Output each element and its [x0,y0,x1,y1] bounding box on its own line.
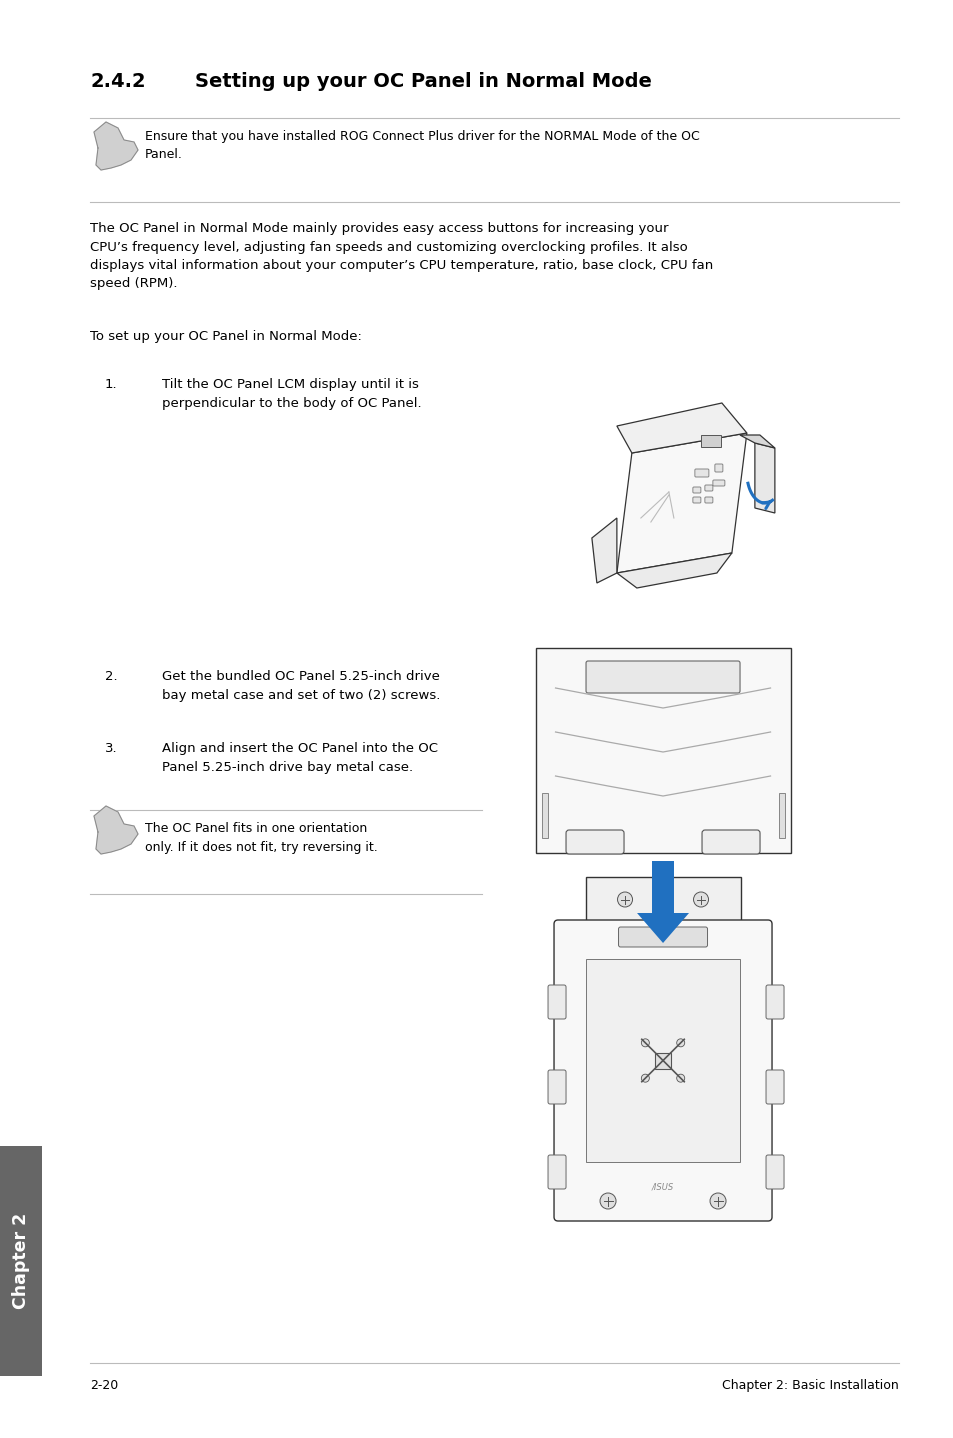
Polygon shape [617,554,731,588]
Polygon shape [651,861,674,913]
FancyBboxPatch shape [585,877,740,922]
Text: Align and insert the OC Panel into the OC
Panel 5.25-inch drive bay metal case.: Align and insert the OC Panel into the O… [162,742,437,774]
Text: 2.: 2. [105,670,117,683]
Text: Chapter 2: Basic Installation: Chapter 2: Basic Installation [721,1379,898,1392]
FancyBboxPatch shape [694,469,708,477]
Circle shape [676,1038,684,1047]
Polygon shape [94,807,138,854]
FancyBboxPatch shape [714,464,722,472]
Circle shape [709,1194,725,1209]
FancyBboxPatch shape [547,985,565,1020]
Polygon shape [591,518,617,582]
Circle shape [640,1074,649,1083]
Polygon shape [617,403,746,453]
Text: The OC Panel fits in one orientation
only. If it does not fit, try reversing it.: The OC Panel fits in one orientation onl… [145,823,377,854]
FancyBboxPatch shape [765,985,783,1020]
Polygon shape [754,443,774,513]
Text: Ensure that you have installed ROG Connect Plus driver for the NORMAL Mode of th: Ensure that you have installed ROG Conne… [145,129,699,161]
FancyBboxPatch shape [712,480,724,486]
Polygon shape [637,913,688,943]
Text: 2.4.2: 2.4.2 [90,72,146,91]
FancyBboxPatch shape [585,661,740,693]
Text: 1.: 1. [105,378,117,391]
Polygon shape [94,122,138,170]
FancyBboxPatch shape [700,436,720,447]
Polygon shape [617,433,746,572]
FancyBboxPatch shape [554,920,771,1221]
FancyBboxPatch shape [704,485,712,490]
FancyBboxPatch shape [655,1053,670,1068]
Text: Chapter 2: Chapter 2 [12,1212,30,1309]
FancyBboxPatch shape [701,830,760,854]
Text: /ISUS: /ISUS [651,1182,674,1192]
FancyBboxPatch shape [547,1070,565,1104]
FancyBboxPatch shape [692,498,700,503]
FancyBboxPatch shape [585,959,740,1162]
FancyBboxPatch shape [778,792,783,838]
FancyBboxPatch shape [547,1155,565,1189]
FancyBboxPatch shape [704,498,712,503]
Text: To set up your OC Panel in Normal Mode:: To set up your OC Panel in Normal Mode: [90,329,361,344]
Circle shape [693,892,708,907]
FancyBboxPatch shape [618,928,707,948]
FancyBboxPatch shape [565,830,623,854]
Circle shape [640,1038,649,1047]
FancyBboxPatch shape [692,487,700,493]
FancyBboxPatch shape [535,649,790,853]
Circle shape [599,1194,616,1209]
Polygon shape [740,436,774,449]
Text: Get the bundled OC Panel 5.25-inch drive
bay metal case and set of two (2) screw: Get the bundled OC Panel 5.25-inch drive… [162,670,440,702]
Text: Tilt the OC Panel LCM display until it is
perpendicular to the body of OC Panel.: Tilt the OC Panel LCM display until it i… [162,378,421,410]
FancyBboxPatch shape [765,1155,783,1189]
FancyBboxPatch shape [765,1070,783,1104]
FancyBboxPatch shape [541,792,547,838]
FancyBboxPatch shape [0,1146,42,1376]
Circle shape [617,892,632,907]
Text: 3.: 3. [105,742,117,755]
Text: 2-20: 2-20 [90,1379,118,1392]
Text: Setting up your OC Panel in Normal Mode: Setting up your OC Panel in Normal Mode [194,72,651,91]
Text: The OC Panel in Normal Mode mainly provides easy access buttons for increasing y: The OC Panel in Normal Mode mainly provi… [90,221,713,290]
Circle shape [676,1074,684,1083]
